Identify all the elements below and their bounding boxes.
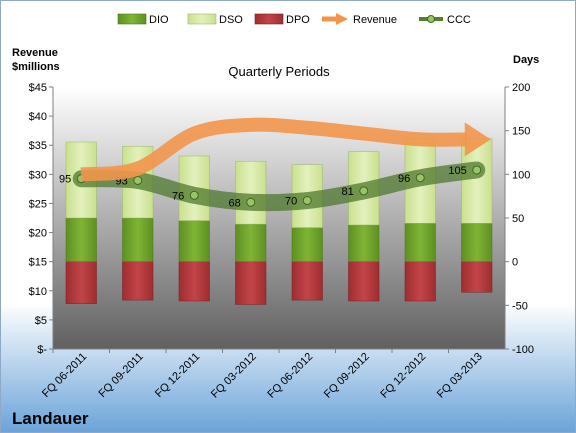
bar-dio <box>235 223 267 262</box>
revenue-line <box>80 117 467 182</box>
bar-dio <box>65 217 97 262</box>
legend-label-ccc: CCC <box>447 14 471 26</box>
legend: DIO DSO DPO Revenue CCC <box>117 13 471 26</box>
ccc-data-label: 105 <box>448 165 466 177</box>
left-axis-tick-label: $10 <box>29 286 47 298</box>
ccc-point <box>359 186 369 196</box>
left-axis-tick-label: $15 <box>29 257 47 269</box>
right-axis-tick-label: 150 <box>512 126 530 138</box>
ccc-line <box>72 161 486 212</box>
ccc-point <box>472 165 482 175</box>
bar-dpo <box>404 261 436 302</box>
right-axis-tick-label: 50 <box>512 213 524 225</box>
bar-dpo <box>291 261 323 301</box>
bar-dio <box>461 222 493 262</box>
left-axis-tick-label: $45 <box>29 82 47 94</box>
right-axis-tick-label: 0 <box>512 257 518 269</box>
ccc-data-label: 96 <box>398 173 410 185</box>
ccc-point <box>133 175 143 185</box>
left-axis-tick-label: $35 <box>29 140 47 152</box>
left-axis-tick-label: $5 <box>35 315 47 327</box>
bar-dpo <box>122 261 154 301</box>
ccc-data-label: 76 <box>172 190 184 202</box>
bar-dpo <box>65 261 97 304</box>
revenue-layer <box>80 117 491 182</box>
right-axis-tick-label: 200 <box>512 82 530 94</box>
bar-dio <box>404 222 436 262</box>
left-axis-tick-label: $20 <box>29 228 47 240</box>
left-axis-tick-label: $30 <box>29 169 47 181</box>
ccc-point <box>246 197 256 207</box>
right-axis-tick-label: -100 <box>512 344 534 356</box>
bar-dpo <box>235 261 267 305</box>
ccc-data-label: 68 <box>229 197 241 209</box>
bar-dpo <box>348 261 380 302</box>
bar-dio <box>122 217 154 262</box>
right-axis-tick-label: -50 <box>512 300 528 312</box>
ccc-data-label: 95 <box>59 174 71 186</box>
right-axis-tick-label: 100 <box>512 169 530 181</box>
left-axis-title-line1: Revenue <box>12 47 58 59</box>
legend-swatch-dio <box>117 13 147 25</box>
left-axis-tick-label: $40 <box>29 111 47 123</box>
ccc-point <box>189 190 199 200</box>
legend-swatch-dso <box>187 13 217 25</box>
bar-dio <box>348 224 380 262</box>
bar-dpo <box>461 261 493 293</box>
bar-dio <box>291 227 323 262</box>
legend-arrowhead-revenue <box>336 13 348 25</box>
company-name: Landauer <box>12 409 89 428</box>
legend-label-dio: DIO <box>149 14 169 26</box>
bar-dio <box>178 220 210 262</box>
left-axis-tick-label: $- <box>37 344 47 356</box>
bar-dso <box>235 160 267 225</box>
legend-swatch-dpo <box>254 13 284 25</box>
left-axis-tick-label: $25 <box>29 198 47 210</box>
legend-label-dso: DSO <box>219 14 243 26</box>
revenue-arrowhead <box>464 122 491 157</box>
left-axis-title-line2: $millions <box>12 61 60 73</box>
bar-dpo <box>178 261 210 302</box>
right-axis-title: Days <box>513 54 539 66</box>
chart-title: Quarterly Periods <box>228 64 330 79</box>
ccc-point <box>302 196 312 206</box>
legend-label-dpo: DPO <box>286 14 310 26</box>
ccc-point <box>415 173 425 183</box>
legend-label-revenue: Revenue <box>353 14 397 26</box>
ccc-data-label: 70 <box>285 196 297 208</box>
ccc-data-label: 81 <box>342 186 354 198</box>
legend-marker-ccc <box>427 15 435 23</box>
